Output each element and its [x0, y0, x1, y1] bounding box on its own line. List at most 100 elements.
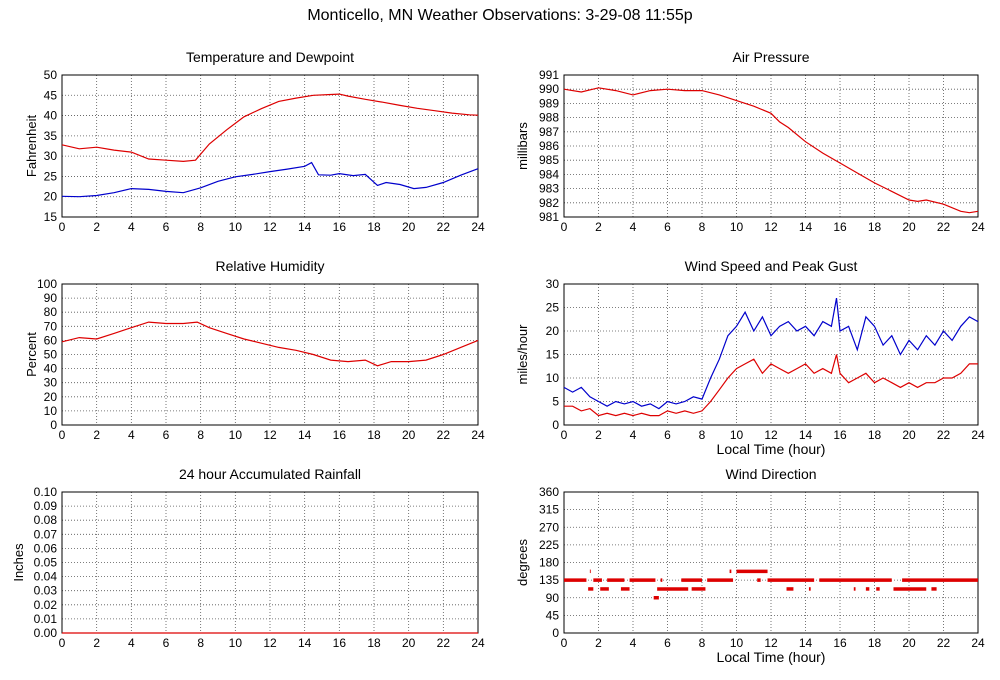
x-tick-label: 8 — [699, 428, 706, 442]
y-tick-label: 20 — [44, 390, 58, 404]
x-tick-label: 2 — [595, 428, 602, 442]
x-tick-label: 6 — [163, 428, 170, 442]
y-tick-label: 225 — [539, 538, 559, 552]
x-tick-label: 2 — [595, 220, 602, 234]
series-line — [563, 297, 979, 410]
y-tick-label: 80 — [44, 305, 58, 319]
x-axis-label: Local Time (hour) — [717, 441, 826, 457]
y-tick-label: 30 — [44, 149, 58, 163]
page-title: Monticello, MN Weather Observations: 3-2… — [307, 7, 693, 24]
x-tick-label: 14 — [298, 428, 312, 442]
x-tick-label: 18 — [868, 428, 882, 442]
y-tick-label: 0.04 — [34, 570, 58, 584]
plot-frame — [61, 74, 479, 218]
y-tick-label: 40 — [44, 362, 58, 376]
y-tick-label: 100 — [37, 277, 57, 291]
y-tick-label: 0.07 — [34, 527, 58, 541]
y-tick-label: 0.01 — [34, 612, 58, 626]
x-tick-label: 24 — [971, 220, 985, 234]
y-tick-label: 20 — [546, 324, 560, 338]
y-axis-label: degrees — [515, 539, 530, 586]
x-tick-label: 12 — [764, 636, 778, 650]
x-tick-label: 8 — [197, 428, 204, 442]
x-tick-label: 20 — [402, 220, 416, 234]
x-tick-label: 16 — [833, 220, 847, 234]
y-tick-label: 988 — [539, 111, 559, 125]
chart-title: Relative Humidity — [216, 258, 325, 274]
y-tick-label: 90 — [546, 591, 560, 605]
x-tick-label: 10 — [229, 220, 243, 234]
x-tick-label: 6 — [163, 220, 170, 234]
y-tick-label: 45 — [546, 608, 560, 622]
x-tick-label: 6 — [163, 636, 170, 650]
x-tick-label: 22 — [437, 220, 451, 234]
x-tick-label: 24 — [471, 636, 485, 650]
x-tick-label: 16 — [333, 220, 347, 234]
x-tick-label: 14 — [799, 636, 813, 650]
x-tick-label: 22 — [937, 636, 951, 650]
x-tick-label: 2 — [93, 428, 100, 442]
x-tick-label: 0 — [59, 428, 66, 442]
x-tick-label: 4 — [630, 428, 637, 442]
y-axis-label: Percent — [24, 332, 39, 377]
x-tick-label: 2 — [93, 220, 100, 234]
y-tick-label: 981 — [539, 210, 559, 224]
y-tick-label: 60 — [44, 333, 58, 347]
y-tick-label: 0.08 — [34, 513, 58, 527]
plot-frame — [563, 74, 979, 218]
y-tick-label: 990 — [539, 82, 559, 96]
chart-title: Wind Speed and Peak Gust — [685, 258, 858, 274]
x-tick-label: 12 — [764, 220, 778, 234]
series-line — [61, 161, 479, 198]
chart-title: Wind Direction — [725, 466, 816, 482]
y-axis-label: Fahrenheit — [24, 115, 39, 178]
y-tick-label: 50 — [44, 68, 58, 82]
x-tick-label: 0 — [59, 220, 66, 234]
y-tick-label: 25 — [546, 301, 560, 315]
x-tick-label: 22 — [937, 220, 951, 234]
x-tick-label: 22 — [937, 428, 951, 442]
x-tick-label: 6 — [664, 636, 671, 650]
y-tick-label: 70 — [44, 319, 58, 333]
plot-frame — [61, 283, 479, 426]
y-tick-label: 5 — [552, 395, 559, 409]
x-tick-label: 14 — [298, 220, 312, 234]
x-tick-label: 22 — [437, 636, 451, 650]
x-tick-label: 14 — [799, 220, 813, 234]
plot-frame — [563, 491, 979, 634]
y-tick-label: 315 — [539, 503, 559, 517]
y-tick-label: 90 — [44, 291, 58, 305]
y-tick-label: 0 — [552, 626, 559, 640]
y-tick-label: 20 — [44, 190, 58, 204]
y-tick-label: 15 — [44, 210, 58, 224]
y-tick-label: 50 — [44, 348, 58, 362]
y-tick-label: 0.09 — [34, 499, 58, 513]
x-tick-label: 16 — [833, 428, 847, 442]
x-tick-label: 0 — [561, 220, 568, 234]
y-tick-label: 984 — [539, 167, 559, 181]
x-tick-label: 18 — [367, 428, 381, 442]
x-tick-label: 4 — [630, 220, 637, 234]
y-tick-label: 10 — [44, 404, 58, 418]
x-tick-label: 10 — [730, 428, 744, 442]
x-tick-label: 20 — [902, 636, 916, 650]
series-line — [61, 93, 479, 163]
y-tick-label: 40 — [44, 109, 58, 123]
x-tick-label: 4 — [128, 428, 135, 442]
x-tick-label: 18 — [367, 220, 381, 234]
x-tick-label: 14 — [298, 636, 312, 650]
x-tick-label: 16 — [833, 636, 847, 650]
y-tick-label: 989 — [539, 96, 559, 110]
x-tick-label: 10 — [229, 428, 243, 442]
x-tick-label: 14 — [799, 428, 813, 442]
x-tick-label: 0 — [59, 636, 66, 650]
series-line — [564, 354, 978, 417]
x-tick-label: 0 — [561, 428, 568, 442]
x-tick-label: 12 — [764, 428, 778, 442]
x-tick-label: 16 — [333, 636, 347, 650]
